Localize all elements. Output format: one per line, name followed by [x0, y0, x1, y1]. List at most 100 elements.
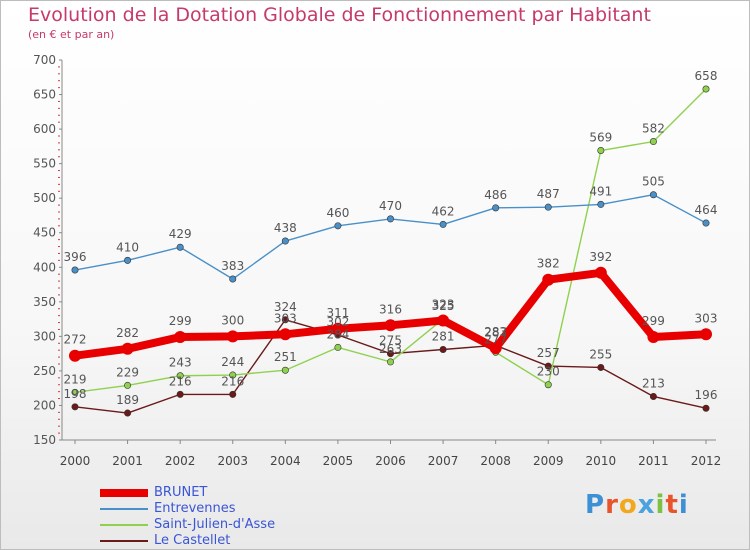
point-entrevennes: [544, 203, 552, 211]
data-label-saint-julien-d-asse: 325: [432, 299, 455, 313]
data-label-entrevennes: 505: [642, 175, 665, 189]
x-tick-label: 2012: [691, 454, 722, 468]
line-chart: 150 200 250 300 350 400 450 500 550 600 650 700 2000…: [33, 53, 721, 468]
data-label-entrevennes: 429: [169, 227, 192, 241]
point-brunet: [279, 328, 292, 341]
point-le-castellet: [281, 316, 289, 324]
data-label-saint-julien-d-asse: 263: [379, 342, 402, 356]
point-entrevennes: [281, 237, 289, 245]
point-entrevennes: [386, 215, 394, 223]
point-saint-julien-d-asse: [649, 138, 657, 146]
legend-label: Le Castellet: [154, 533, 231, 548]
x-tick-label: 2002: [165, 454, 196, 468]
point-entrevennes: [649, 191, 657, 199]
point-le-castellet: [544, 362, 552, 370]
x-tick-label: 2001: [112, 454, 143, 468]
point-brunet: [489, 342, 502, 355]
x-tick-label: 2005: [323, 454, 354, 468]
point-brunet: [594, 266, 607, 279]
series-layer: [69, 85, 712, 417]
y-tick-label: 700: [33, 53, 56, 67]
data-label-entrevennes: 470: [379, 199, 402, 213]
point-entrevennes: [597, 200, 605, 208]
y-tick-label: 250: [33, 364, 56, 378]
data-label-le-castellet: 302: [326, 315, 349, 329]
data-label-saint-julien-d-asse: 230: [537, 365, 560, 379]
data-label-saint-julien-d-asse: 658: [695, 69, 718, 83]
point-entrevennes: [71, 266, 79, 274]
point-saint-julien-d-asse: [176, 372, 184, 380]
point-saint-julien-d-asse: [71, 388, 79, 396]
data-label-saint-julien-d-asse: 569: [589, 131, 612, 145]
data-label-entrevennes: 491: [589, 184, 612, 198]
data-label-saint-julien-d-asse: 243: [169, 356, 192, 370]
data-label-entrevennes: 438: [274, 221, 297, 235]
point-saint-julien-d-asse: [229, 371, 237, 379]
data-label-brunet: 311: [326, 306, 349, 320]
point-entrevennes: [176, 243, 184, 251]
y-tick-label: 600: [33, 122, 56, 136]
legend-swatch: [100, 489, 148, 497]
data-label-entrevennes: 396: [64, 250, 87, 264]
logo-letter: i: [655, 490, 666, 520]
data-label-brunet: 323: [432, 297, 455, 311]
point-brunet: [226, 330, 239, 343]
data-label-le-castellet: 281: [432, 329, 455, 343]
point-brunet: [174, 331, 187, 344]
legend-label: Entrevennes: [154, 501, 236, 516]
data-label-brunet: 303: [695, 311, 718, 325]
data-label-le-castellet: 257: [537, 346, 560, 360]
data-label-brunet: 392: [589, 250, 612, 264]
point-brunet: [121, 342, 134, 355]
data-label-entrevennes: 464: [695, 203, 718, 217]
x-tick-label: 2011: [638, 454, 669, 468]
x-tick-label: 2006: [375, 454, 406, 468]
point-le-castellet: [702, 404, 710, 412]
point-le-castellet: [176, 390, 184, 398]
data-label-entrevennes: 486: [484, 188, 507, 202]
point-brunet: [700, 328, 712, 341]
y-tick-label: 500: [33, 191, 56, 205]
data-label-le-castellet: 255: [589, 347, 612, 361]
point-entrevennes: [702, 219, 710, 227]
data-label-brunet: 283: [484, 325, 507, 339]
point-le-castellet: [124, 409, 132, 417]
x-tick-label: 2010: [586, 454, 617, 468]
data-label-brunet: 282: [116, 326, 139, 340]
data-label-brunet: 300: [221, 313, 244, 327]
point-brunet: [647, 331, 660, 344]
y-tick-label: 300: [33, 329, 56, 343]
data-label-brunet: 382: [537, 257, 560, 271]
x-tick-label: 2003: [217, 454, 248, 468]
data-label-entrevennes: 462: [432, 204, 455, 218]
point-saint-julien-d-asse: [597, 147, 605, 155]
point-le-castellet: [439, 345, 447, 353]
data-label-entrevennes: 487: [537, 187, 560, 201]
axes: 150 200 250 300 350 400 450 500 550 600 650 700 2000…: [33, 53, 721, 468]
x-tick-label: 2004: [270, 454, 301, 468]
point-le-castellet: [386, 350, 394, 358]
data-label-brunet: 299: [642, 314, 665, 328]
data-label-entrevennes: 460: [326, 206, 349, 220]
x-tick-label: 2008: [480, 454, 511, 468]
data-label-le-castellet: 196: [695, 388, 718, 402]
point-saint-julien-d-asse: [281, 366, 289, 374]
y-tick-label: 450: [33, 226, 56, 240]
point-brunet: [542, 273, 555, 286]
chart-subtitle: (en € et par an): [28, 28, 115, 41]
y-tick-label: 350: [33, 295, 56, 309]
data-label-entrevennes: 383: [221, 259, 244, 273]
y-tick-label: 150: [33, 433, 56, 447]
data-label-saint-julien-d-asse: 219: [64, 372, 87, 386]
data-label-le-castellet: 213: [642, 376, 665, 390]
proxiti-logo: Proxiti: [585, 490, 689, 520]
x-tick-label: 2000: [60, 454, 91, 468]
data-label-brunet: 316: [379, 302, 402, 316]
y-tick-label: 650: [33, 88, 56, 102]
data-label-entrevennes: 410: [116, 240, 139, 254]
data-label-le-castellet: 198: [64, 387, 87, 401]
y-tick-label: 200: [33, 398, 56, 412]
legend-label: BRUNET: [154, 485, 208, 500]
data-label-le-castellet: 216: [169, 374, 192, 388]
x-tick-label: 2007: [428, 454, 459, 468]
